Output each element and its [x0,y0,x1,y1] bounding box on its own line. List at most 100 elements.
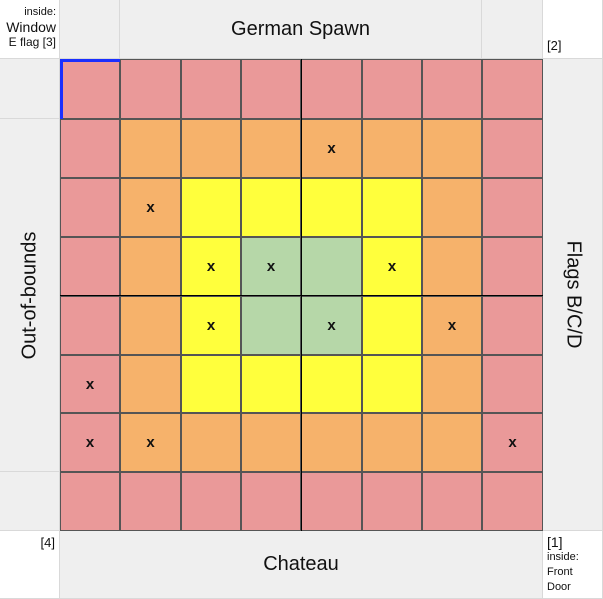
grid-cell[interactable] [301,237,362,296]
corner-line: inside: [547,551,579,563]
grid-cell[interactable] [362,59,422,119]
grid-cell[interactable] [482,59,543,119]
selected-cell-highlight [60,59,120,119]
bottom-label-chateau[interactable]: Chateau [60,531,543,599]
cell-mark: x [447,317,457,334]
corner-line: Window [6,19,56,35]
grid-cell[interactable] [301,472,362,531]
grid-cell[interactable]: x [120,413,181,472]
grid-cell[interactable] [422,59,482,119]
corner-line: Front [547,566,573,578]
top-label-text: German Spawn [231,17,370,40]
bottom-label-text: Chateau [263,553,339,575]
grid-cell[interactable] [120,59,181,119]
grid-cell[interactable] [482,355,543,413]
cell-mark: x [327,140,336,157]
grid-cell[interactable] [60,472,120,531]
grid-cell[interactable] [482,119,543,178]
grid-cell[interactable]: x [362,237,422,296]
grid-cell[interactable]: x [60,355,120,413]
cell-mark: x [266,258,276,275]
grid-cell[interactable] [241,296,301,355]
grid-cell[interactable] [181,472,241,531]
grid-cell[interactable]: x [120,178,181,237]
grid-cell[interactable] [60,119,120,178]
heatmap-grid: x x x x x x x x x x x x [60,59,543,531]
grid-cell[interactable]: x [60,413,120,472]
grid-cell[interactable] [181,355,241,413]
grid-cell[interactable] [301,178,362,237]
grid-cell[interactable]: x [181,296,241,355]
grid-cell[interactable] [181,119,241,178]
grid-cell[interactable] [301,59,362,119]
grid-cell[interactable] [422,119,482,178]
grid-cell[interactable] [301,355,362,413]
right-label-flags[interactable]: Flags B/C/D [543,59,603,531]
right-label-text: Flags B/C/D [562,240,584,349]
cell-mark: x [206,317,216,334]
grid-cell[interactable] [241,119,301,178]
grid-cell[interactable] [301,413,362,472]
grid-cell[interactable] [120,355,181,413]
grid-cell[interactable] [482,296,543,355]
left-label-out-of-bounds[interactable]: Out-of-bounds [0,119,60,472]
corner-line: [1] [547,534,563,550]
grid-cell[interactable] [181,59,241,119]
grid-cell[interactable] [241,472,301,531]
grid-cell[interactable] [241,178,301,237]
cell-mark: x [508,434,517,451]
grid-cell[interactable] [362,413,422,472]
corner-text: [4] [40,535,55,550]
corner-line: Door [547,581,571,593]
grid-cell[interactable] [362,355,422,413]
grid-cell[interactable] [422,472,482,531]
grid-cell[interactable] [362,119,422,178]
grid-cell[interactable] [362,472,422,531]
header-cell-empty[interactable] [60,0,120,59]
grid-cell[interactable] [241,59,301,119]
cell-mark: x [146,199,155,216]
grid-cell[interactable] [482,237,543,296]
grid-cell[interactable] [120,296,181,355]
grid-cell[interactable] [120,237,181,296]
side-cell-empty[interactable] [0,472,60,531]
grid-cell[interactable]: x [422,296,482,355]
cell-mark: x [387,258,397,275]
grid-cell[interactable] [422,178,482,237]
grid-cell[interactable] [120,119,181,178]
grid-cell[interactable]: x [181,237,241,296]
top-label-german-spawn[interactable]: German Spawn [120,0,482,59]
grid-cell[interactable] [362,178,422,237]
corner-text: [2] [547,38,562,53]
grid-cell[interactable]: x [301,296,362,355]
grid-cell[interactable] [181,178,241,237]
grid-cell[interactable] [60,178,120,237]
grid-cell[interactable] [181,413,241,472]
grid-cell[interactable] [482,472,543,531]
corner-top-right-note[interactable]: [2] [543,0,603,59]
cell-mark: x [85,375,95,393]
grid-cell[interactable] [422,413,482,472]
cell-mark: x [85,434,95,451]
grid-cell[interactable] [241,355,301,413]
grid-cell[interactable]: x [301,119,362,178]
corner-bottom-right-note[interactable]: [1] inside: Front Door [543,531,603,599]
grid-cell[interactable]: x [482,413,543,472]
grid-cell[interactable]: x [241,237,301,296]
grid-cell[interactable] [422,355,482,413]
grid-cell[interactable] [60,237,120,296]
grid-cell[interactable] [60,296,120,355]
header-cell-empty[interactable] [482,0,543,59]
grid-cell[interactable] [422,237,482,296]
cell-mark: x [146,434,155,451]
center-horizontal-divider [60,295,543,296]
grid-cell[interactable] [482,178,543,237]
side-cell-empty[interactable] [0,59,60,119]
corner-line: E flag [3] [8,35,56,49]
corner-top-left-note[interactable]: inside: Window E flag [3] [0,0,60,59]
grid-cell[interactable] [120,472,181,531]
corner-bottom-left-note[interactable]: [4] [0,531,60,599]
grid-cell[interactable] [362,296,422,355]
cell-mark: x [327,317,336,334]
grid-cell[interactable] [241,413,301,472]
